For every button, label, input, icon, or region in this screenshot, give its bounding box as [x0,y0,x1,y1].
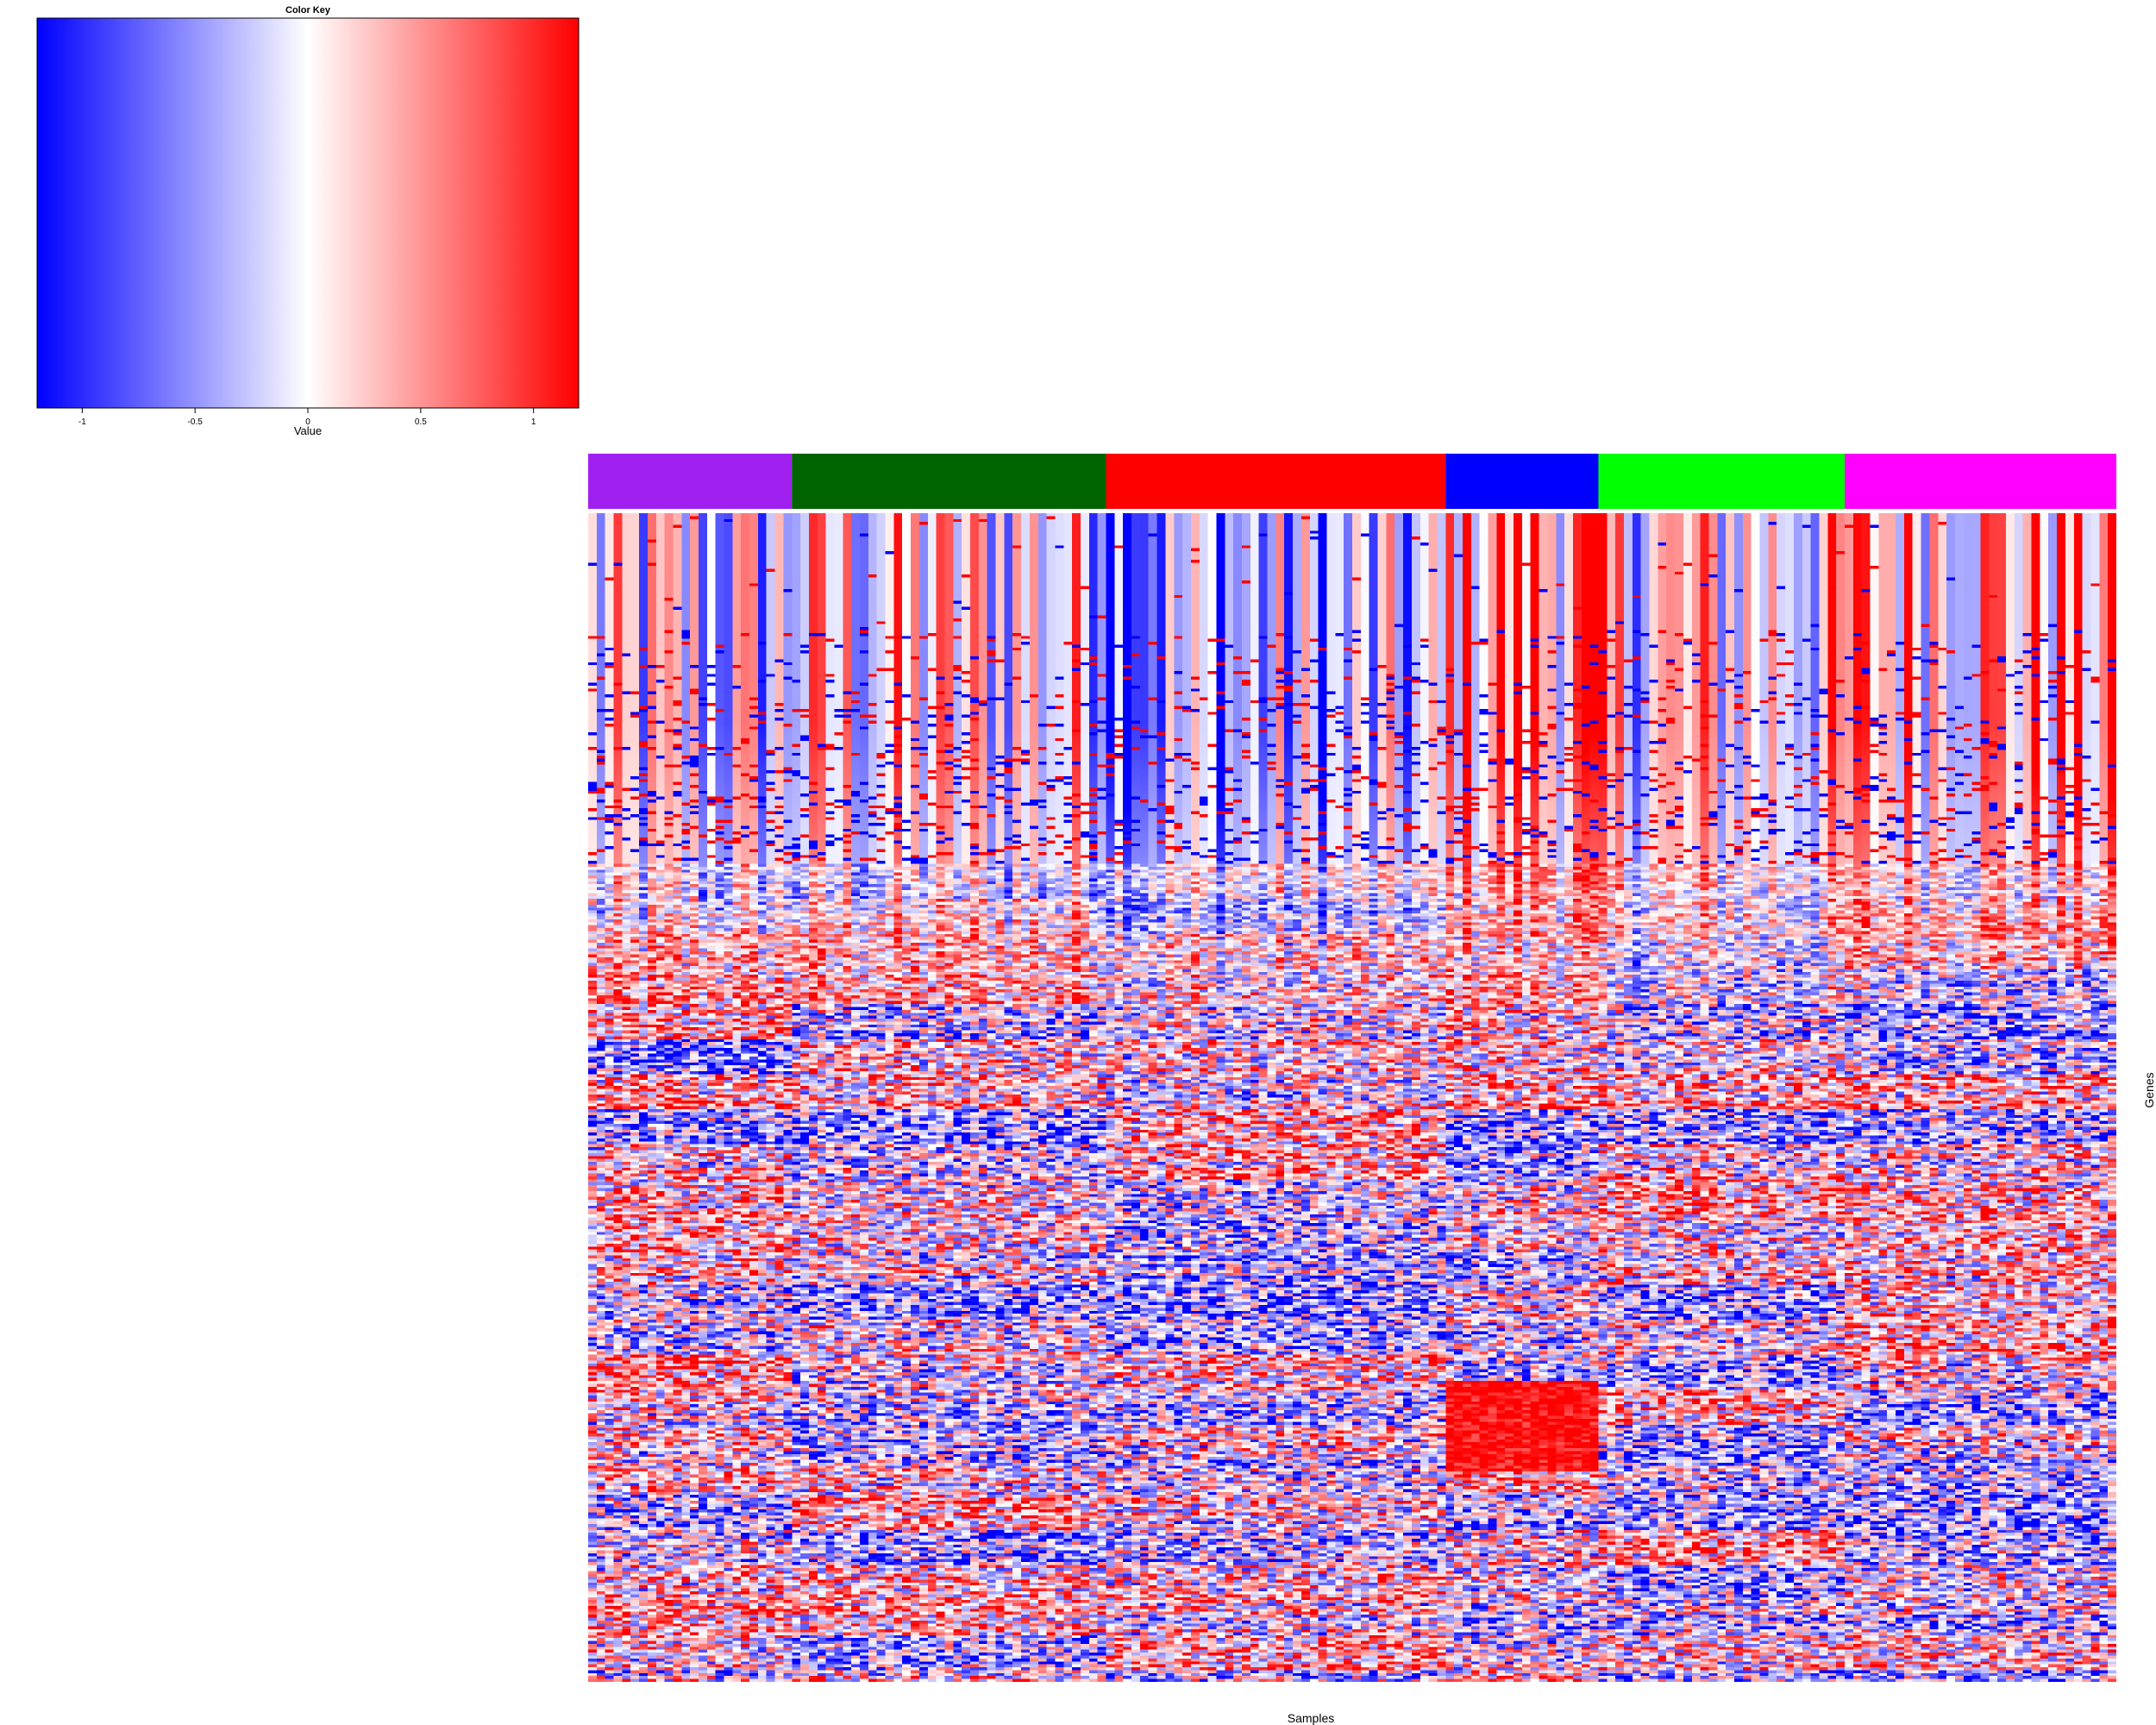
column-group-bar [1106,454,1446,509]
x-axis-label: Samples [1287,1711,1335,1725]
color-key-tick-label: -0.5 [188,417,204,427]
column-side-colors [588,454,2116,509]
column-group-bar [1445,454,1599,509]
heatmap-cells [588,513,2116,1682]
color-key: Color Key -1 -0.5 0 0.5 1 Value [36,5,580,437]
column-group-bar [1598,454,1845,509]
color-key-value-label: Value [294,424,322,437]
color-key-tick-label: 0 [305,417,310,427]
column-group-bar [588,454,793,509]
color-key-title: Color Key [285,5,331,16]
column-group-bar [1844,454,2116,509]
color-key-tick-label: 0.5 [415,417,427,427]
color-key-ticks: -1 -0.5 0 0.5 1 [78,408,536,427]
color-key-tick-label: 1 [531,417,536,427]
column-group-bar [792,454,1106,509]
color-key-tick-label: -1 [78,417,86,427]
y-axis-label: Genes [2142,1072,2156,1108]
color-key-gradient [36,17,580,409]
